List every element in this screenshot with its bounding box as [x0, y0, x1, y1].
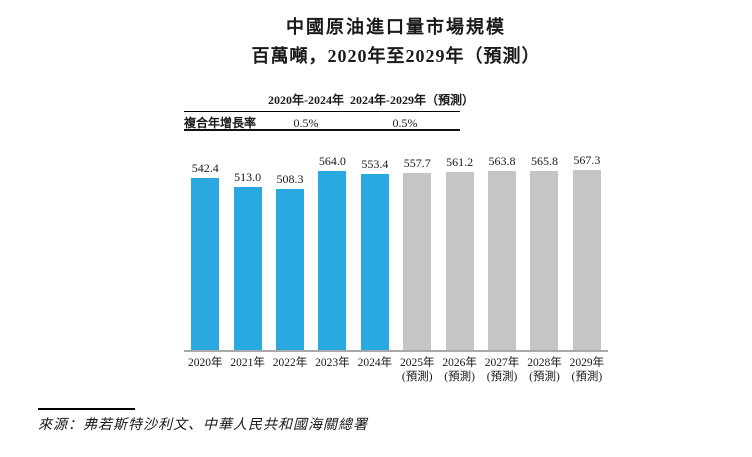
bar-slot-2027年: 563.8 [481, 155, 523, 350]
cagr-row-label: 複合年增長率 [184, 116, 257, 130]
bar-slot-2029年: 567.3 [566, 154, 608, 350]
actual-bar-2024年 [360, 174, 389, 350]
bar-value-label: 513.0 [234, 170, 262, 185]
bar-slot-2028年: 565.8 [523, 153, 565, 350]
cagr-value-period-2: 0.5% [392, 116, 418, 130]
cagr-header-row: 2020年-2024年 2024年-2029年（預測） [184, 91, 474, 112]
bar-slot-2026年: 561.2 [438, 154, 480, 350]
forecast-bar-2028年 [530, 170, 559, 350]
x-axis-label-2022年: 2022年 [272, 357, 308, 369]
bar-slot-2025年: 557.7 [396, 157, 438, 350]
actual-bar-2022年 [276, 188, 305, 350]
bar-value-label: 561.2 [446, 154, 474, 169]
bar-slot-2021年: 513.0 [226, 171, 268, 350]
x-axis-label-2023年: 2023年 [315, 357, 350, 369]
bar-slot-2024年: 553.4 [354, 158, 396, 350]
chart-plot-area: 542.4 513.0 508.3 564.0 553.4 557.7 561.2 563.8… [184, 153, 608, 352]
bar-value-label: 567.3 [573, 153, 601, 167]
x-axis-label-2020年: 2020年 [187, 357, 223, 369]
bar-slot-2022年: 508.3 [269, 171, 311, 350]
bar-value-label: 564.0 [318, 154, 346, 168]
forecast-bar-2029年 [572, 170, 601, 350]
actual-bar-2023年 [318, 171, 347, 350]
bar-chart: 542.4 513.0 508.3 564.0 553.4 557.7 561.2 563.8… [184, 153, 608, 384]
cagr-table: 2020年-2024年 2024年-2029年（預測） 複合年增長率 0.5% … [184, 91, 474, 131]
chart-subtitle: 百萬噸，2020年至2029年（預測） [251, 46, 541, 66]
bar-value-label: 553.4 [361, 157, 389, 172]
source-note: 來源：弗若斯特沙利文、中華人民共和國海關總署 [38, 418, 368, 433]
bar-value-label: 563.8 [488, 154, 516, 169]
bar-slot-2023年: 564.0 [311, 155, 353, 350]
actual-bar-2021年 [233, 187, 262, 350]
forecast-bar-2025年 [403, 173, 432, 350]
forecast-bar-2027年 [488, 171, 517, 350]
cagr-period-2-header: 2024年-2029年（預測） [350, 93, 474, 107]
bar-value-label: 508.3 [276, 171, 304, 186]
x-axis-label-2021年: 2021年 [230, 357, 265, 369]
x-axis-label-2024年: 2024年 [357, 357, 393, 369]
x-axis-label-2029年: 2029年 (預測) [569, 357, 605, 383]
source-divider-line [38, 408, 135, 410]
actual-bar-2020年 [191, 177, 220, 350]
chart-header: 中國原油進口量市場規模 百萬噸，2020年至2029年（預測） [184, 14, 608, 69]
bar-value-label: 557.7 [403, 156, 431, 170]
bar-value-label: 565.8 [530, 153, 558, 168]
cagr-value-period-1: 0.5% [293, 116, 319, 130]
x-axis-label-2025年: 2025年 (預測) [399, 357, 435, 383]
cagr-data-row: 複合年增長率 0.5% 0.5% [184, 112, 460, 131]
cagr-period-1-header: 2020年-2024年 [268, 93, 344, 107]
bar-value-label: 542.4 [191, 160, 219, 175]
x-axis-label-2026年: 2026年 (預測) [442, 357, 477, 383]
x-axis-label-2027年: 2027年 (預測) [484, 357, 520, 383]
chart-x-axis-labels: 2020年 2021年 2022年 2023年 2024年 2025年 (預測) 2026年(… [184, 352, 608, 384]
x-axis-label-2028年: 2028年 (預測) [527, 357, 562, 383]
bar-slot-2020年: 542.4 [184, 160, 226, 350]
chart-title: 中國原油進口量市場規模 [286, 17, 506, 37]
forecast-bar-2026年 [445, 171, 474, 350]
